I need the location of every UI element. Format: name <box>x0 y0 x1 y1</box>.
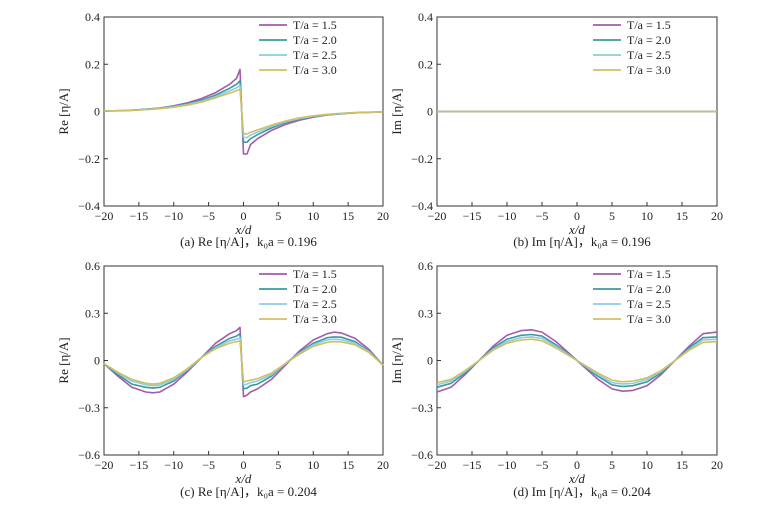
x-tick-label: 20 <box>377 458 389 472</box>
y-tick-label: −0.6 <box>78 448 100 462</box>
x-tick-label: −20 <box>95 209 114 223</box>
y-tick-label: −0.2 <box>411 152 433 166</box>
x-tick-label: 0 <box>241 209 247 223</box>
chart-panel: −20 −15 −10 −5 0 5 10 15 20 0.4 0.2 0 −0.2 −0.4 x/d Re … <box>56 10 389 249</box>
x-axis-label: x/d <box>235 222 252 237</box>
x-tick-label: −10 <box>164 458 183 472</box>
legend-label: T/a = 2.0 <box>627 282 671 296</box>
x-tick-label: 0 <box>574 458 580 472</box>
legend-label: T/a = 2.0 <box>293 282 337 296</box>
y-axis-label: Re [η/A] <box>56 88 71 134</box>
series-line <box>103 326 384 398</box>
y-tick-label: −0.6 <box>411 448 433 462</box>
panel-caption: (b) Im [η/A]，k₀a = 0.196 <box>513 234 651 249</box>
legend-label: T/a = 1.5 <box>627 18 671 32</box>
x-tick-label: −15 <box>463 209 482 223</box>
x-tick-label: −20 <box>428 458 447 472</box>
x-tick-label: −5 <box>536 458 549 472</box>
y-tick-label: 0 <box>427 354 433 368</box>
plot-frame <box>103 265 384 456</box>
x-tick-label: 10 <box>307 458 319 472</box>
x-tick-label: 15 <box>342 209 354 223</box>
x-tick-label: 15 <box>676 209 688 223</box>
y-axis-label: Im [η/A] <box>389 88 404 134</box>
y-tick-label: 0.6 <box>85 259 100 273</box>
y-tick-label: −0.4 <box>78 199 100 213</box>
chart-panel: −20 −15 −10 −5 0 5 10 15 20 0.6 0.3 0 −0.3 −0.6 x/d Re … <box>56 259 389 499</box>
y-tick-label: −0.4 <box>411 199 433 213</box>
series-line <box>103 336 384 387</box>
panel-caption: (c) Re [η/A]，k₀a = 0.204 <box>180 484 317 499</box>
legend-label: T/a = 1.5 <box>627 267 671 281</box>
panel-caption: (d) Im [η/A]，k₀a = 0.204 <box>513 484 651 499</box>
x-tick-label: −15 <box>129 458 148 472</box>
x-axis-label: x/d <box>568 222 585 237</box>
x-axis-label: x/d <box>235 471 252 486</box>
y-tick-label: 0.6 <box>418 259 433 273</box>
series-line <box>103 340 384 385</box>
y-tick-label: 0.4 <box>85 10 100 24</box>
y-tick-label: 0.2 <box>418 57 433 71</box>
x-axis-label: x/d <box>568 471 585 486</box>
y-axis-label: Im [η/A] <box>389 337 404 383</box>
x-tick-label: −15 <box>463 458 482 472</box>
x-tick-label: 15 <box>676 458 688 472</box>
x-tick-label: −5 <box>202 209 215 223</box>
x-tick-label: 5 <box>609 458 615 472</box>
x-tick-label: −10 <box>498 209 517 223</box>
y-tick-label: 0 <box>427 105 433 119</box>
x-tick-label: 10 <box>641 209 653 223</box>
legend-label: T/a = 2.5 <box>293 297 337 311</box>
y-tick-label: 0 <box>94 105 100 119</box>
legend-label: T/a = 3.0 <box>627 312 671 326</box>
x-tick-label: 5 <box>275 458 281 472</box>
series-line <box>436 338 718 384</box>
series-line <box>103 88 384 135</box>
y-tick-label: 0 <box>94 354 100 368</box>
panel-caption: (a) Re [η/A]，k₀a = 0.196 <box>180 234 317 249</box>
legend-label: T/a = 3.0 <box>293 63 337 77</box>
chart-panel: −20 −15 −10 −5 0 5 10 15 20 0.6 0.3 0 −0.3 −0.6 x/d Im … <box>389 259 723 499</box>
legend-label: T/a = 2.5 <box>627 297 671 311</box>
legend-label: T/a = 1.5 <box>293 18 337 32</box>
y-tick-label: 0.2 <box>85 57 100 71</box>
x-tick-label: 5 <box>609 209 615 223</box>
y-tick-label: −0.3 <box>78 401 100 415</box>
y-tick-label: 0.3 <box>85 306 100 320</box>
x-tick-label: 0 <box>574 209 580 223</box>
x-tick-label: −5 <box>536 209 549 223</box>
x-tick-label: 0 <box>241 458 247 472</box>
legend-label: T/a = 3.0 <box>293 312 337 326</box>
x-tick-label: −5 <box>202 458 215 472</box>
legend-label: T/a = 2.0 <box>293 33 337 47</box>
x-tick-label: 20 <box>711 458 723 472</box>
x-tick-label: −20 <box>428 209 447 223</box>
y-tick-label: −0.3 <box>411 401 433 415</box>
y-tick-label: 0.3 <box>418 306 433 320</box>
y-axis-label: Re [η/A] <box>56 337 71 383</box>
x-tick-label: 5 <box>275 209 281 223</box>
legend-label: T/a = 1.5 <box>293 267 337 281</box>
x-tick-label: 10 <box>641 458 653 472</box>
x-tick-label: 15 <box>342 458 354 472</box>
y-tick-label: 0.4 <box>418 10 433 24</box>
x-tick-label: 20 <box>711 209 723 223</box>
legend-label: T/a = 2.5 <box>293 48 337 62</box>
legend-label: T/a = 2.5 <box>627 48 671 62</box>
x-tick-label: 20 <box>377 209 389 223</box>
y-tick-label: −0.2 <box>78 152 100 166</box>
plot-frame <box>103 16 384 207</box>
series-line <box>103 332 384 390</box>
x-tick-label: −10 <box>498 458 517 472</box>
x-tick-label: −20 <box>95 458 114 472</box>
x-tick-label: 10 <box>307 209 319 223</box>
x-tick-label: −15 <box>129 209 148 223</box>
legend-label: T/a = 2.0 <box>627 33 671 47</box>
x-tick-label: −10 <box>164 209 183 223</box>
legend-label: T/a = 3.0 <box>627 63 671 77</box>
chart-panel: −20 −15 −10 −5 0 5 10 15 20 0.4 0.2 0 −0.2 −0.4 x/d Im … <box>389 10 723 249</box>
